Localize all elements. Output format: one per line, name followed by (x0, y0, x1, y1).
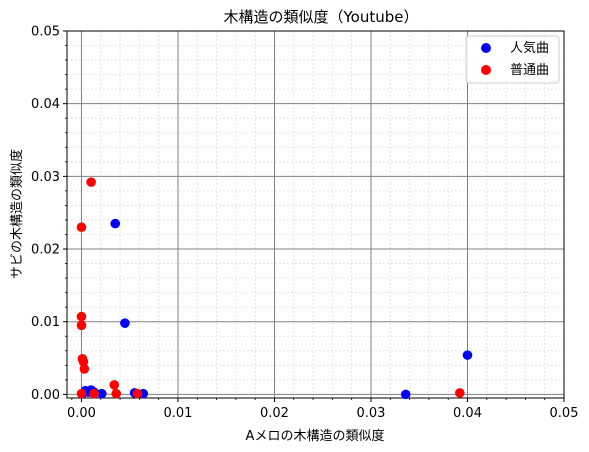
legend-label-normal: 普通曲 (510, 63, 549, 78)
y-tick-label: 0.00 (31, 388, 60, 403)
data-point-normal (86, 177, 96, 187)
x-tick-label: 0.01 (164, 406, 193, 421)
data-point-normal (76, 320, 87, 331)
data-point-normal (76, 311, 87, 322)
data-point-normal (79, 364, 90, 374)
data-point-normal (111, 388, 122, 399)
x-tick-label: 0.03 (357, 406, 386, 421)
chart-title: 木構造の類似度（Youtube） (224, 8, 419, 26)
x-tick-label: 0.02 (260, 406, 289, 421)
y-tick-label: 0.01 (31, 315, 60, 330)
x-axis-label: Aメロの木構造の類似度 (246, 428, 385, 444)
data-points (76, 177, 473, 400)
data-point-normal (454, 388, 465, 398)
minor-grid (67, 31, 564, 398)
data-point-normal (78, 356, 89, 367)
x-tick-label: 0.04 (453, 406, 482, 421)
data-point-popular (462, 350, 473, 360)
plot-frame (66, 30, 565, 399)
legend: 人気曲 普通曲 (465, 35, 560, 84)
data-point-popular (96, 388, 107, 399)
y-tick-label: 0.05 (31, 25, 60, 40)
data-point-normal (76, 222, 87, 233)
data-point-normal (76, 388, 87, 399)
data-point-popular (400, 389, 411, 400)
data-point-popular (110, 218, 121, 229)
data-point-normal (132, 388, 143, 399)
y-tick-label: 0.03 (31, 170, 60, 185)
y-tick-label: 0.02 (31, 243, 60, 258)
axis-ticks: 0.00 0.01 0.02 0.03 0.04 0.05 0.00 0.01 0.02 0.03… (31, 25, 578, 422)
legend-marker-normal (481, 65, 491, 75)
x-tick-label: 0.05 (550, 406, 579, 421)
legend-marker-popular (481, 43, 491, 53)
legend-label-popular: 人気曲 (510, 40, 549, 56)
x-tick-label: 0.00 (67, 406, 96, 421)
data-point-normal (89, 388, 99, 399)
data-point-normal (109, 380, 120, 390)
y-tick-label: 0.04 (31, 97, 60, 112)
major-grid (67, 30, 565, 398)
data-point-popular (120, 318, 130, 328)
y-axis-label: サビの木構造の類似度 (9, 149, 25, 279)
